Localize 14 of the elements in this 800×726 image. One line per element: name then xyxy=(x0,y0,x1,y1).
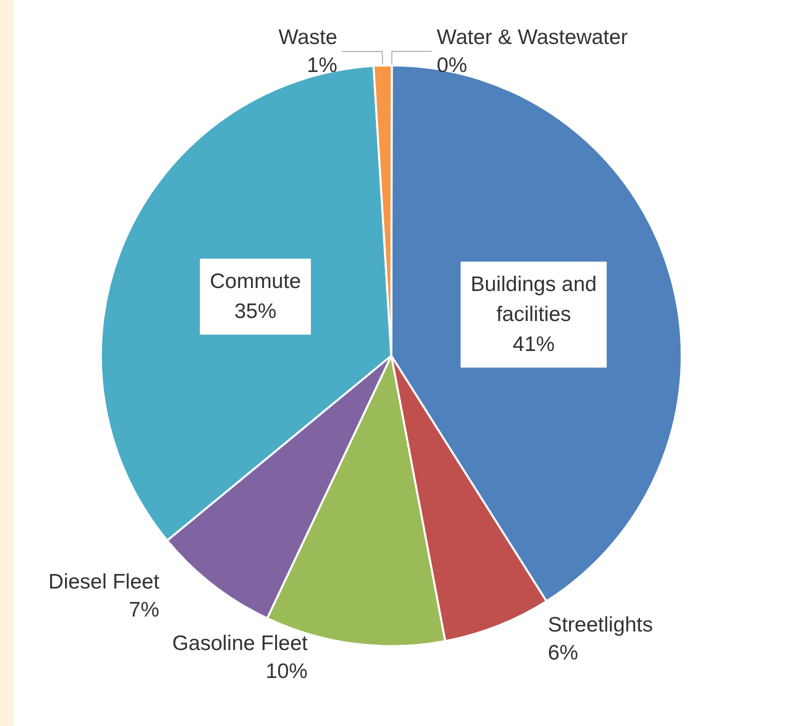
slice-label: Waste xyxy=(278,26,338,49)
data-label: 41% xyxy=(512,333,555,356)
data-label: 7% xyxy=(128,598,160,622)
slice-label: Streetlights xyxy=(548,613,653,636)
data-label: 1% xyxy=(306,54,338,77)
data-label: 10% xyxy=(266,660,308,684)
data-label: 35% xyxy=(234,300,276,324)
text: 0% xyxy=(436,54,468,77)
slice-label: Buildings and facilities xyxy=(470,273,597,326)
category-label: Water & Wastewater xyxy=(436,26,628,49)
data-label: 6% xyxy=(548,641,578,664)
slice-label: Diesel Fleet xyxy=(48,570,160,594)
slice-label: Gasoline Fleet xyxy=(172,632,308,656)
slice-label: Commute xyxy=(210,270,301,294)
